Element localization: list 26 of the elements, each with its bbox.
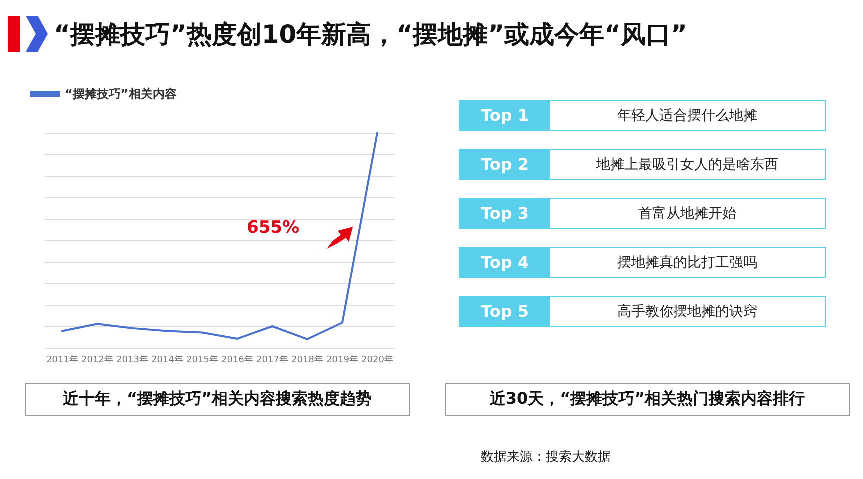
category-label: Top 2 — [460, 150, 550, 179]
category-label: Top 5 — [460, 297, 550, 326]
x-tick-label: 2017年 — [256, 354, 288, 366]
category-label: Top 4 — [460, 248, 550, 277]
x-tick-label: 2013年 — [116, 354, 148, 366]
x-tick-label: 2015年 — [186, 354, 218, 366]
category-label: Top 3 — [460, 199, 550, 228]
x-tick-label: 2016年 — [222, 354, 254, 366]
x-tick-label: 2020年 — [362, 354, 394, 366]
text: 年轻人适合摆什么地摊 — [616, 106, 758, 126]
legend-label: “摆摊技巧”相关内容 — [65, 87, 177, 101]
text: 摆地摊真的比打工强吗 — [616, 254, 758, 272]
text: 高手教你摆地摊的诀窍 — [616, 302, 758, 322]
text: 近十年，“摆摊技巧”相关内容搜索热度趋势 — [25, 383, 410, 416]
category-label: Top 1 — [460, 101, 550, 130]
x-tick-label: 2018年 — [292, 354, 324, 366]
x-tick-label: 2011年 — [46, 354, 78, 366]
text: 近30天，“摆摊技巧”相关热门搜索内容排行 — [445, 383, 850, 416]
x-tick-label: 2014年 — [152, 354, 184, 366]
text: 地摊上最吸引女人的是啥东西 — [596, 156, 780, 174]
x-tick-label: 2019年 — [326, 354, 358, 366]
x-tick-label: 2012年 — [82, 354, 114, 366]
text: 首富从地摊开始 — [638, 204, 738, 224]
source-note: 数据来源：搜索大数据 — [481, 449, 611, 466]
chart-title: “摆摊技巧”热度创10年新高，“摆地摊”或成今年“风口” — [54, 18, 688, 50]
annotation: 655% — [247, 218, 300, 238]
